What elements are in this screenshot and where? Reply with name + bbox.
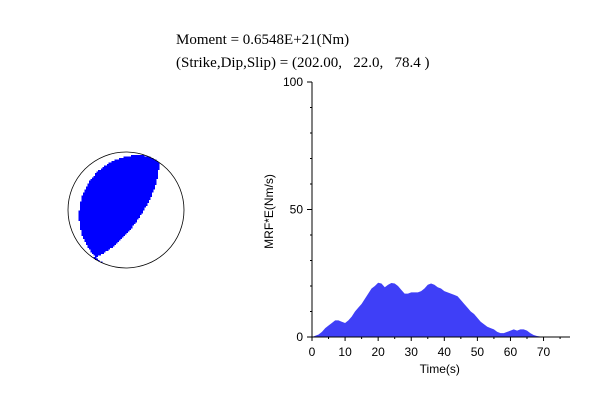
x-tick-label: 0	[309, 345, 316, 359]
x-tick-label: 10	[338, 345, 352, 359]
x-tick-label: 70	[537, 345, 551, 359]
x-axis-label: Time(s)	[420, 362, 460, 376]
x-tick-label: 30	[405, 345, 419, 359]
x-tick-label: 50	[471, 345, 485, 359]
mrf-area-series	[312, 282, 544, 337]
beachball-group	[67, 151, 185, 269]
chart-group: 0 10 20 30 40 50 60 70 0 50 100 Time(s) MRF*E(Nm/s)	[262, 75, 570, 376]
beachball-compression-quadrant	[78, 155, 160, 263]
y-tick-label: 50	[290, 203, 304, 217]
x-tick-label: 60	[504, 345, 518, 359]
moment-label: Moment = 0.6548E+21(Nm)	[176, 32, 350, 48]
x-tick-label: 20	[371, 345, 385, 359]
beachball-outline	[67, 151, 185, 269]
y-tick-label: 100	[283, 75, 303, 89]
x-tick-label: 40	[438, 345, 452, 359]
y-axis-label: MRF*E(Nm/s)	[262, 174, 276, 249]
y-tick-label: 0	[296, 330, 303, 344]
mechanism-label: (Strike,Dip,Slip) = (202.00, 22.0, 78.4 …	[176, 55, 430, 71]
